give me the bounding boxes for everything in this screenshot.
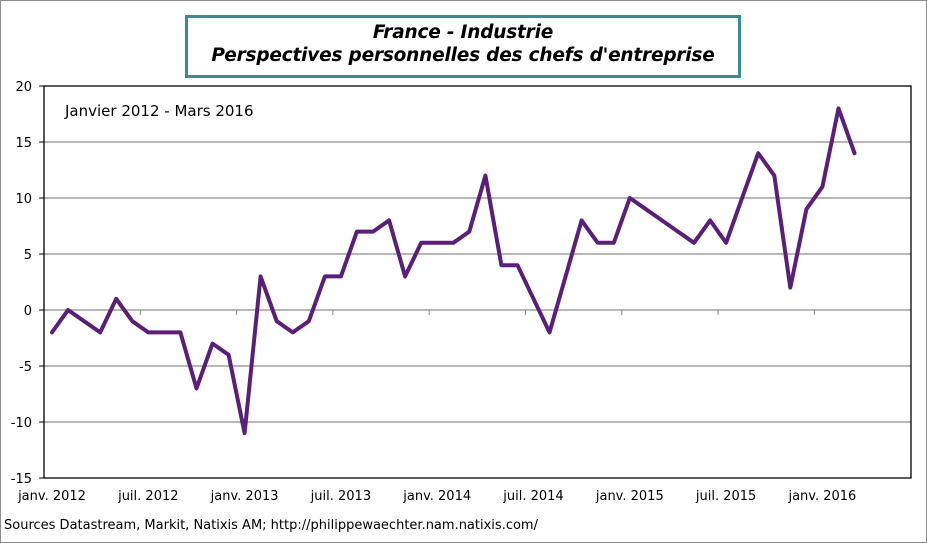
data-point — [740, 196, 744, 200]
data-point — [612, 241, 616, 245]
data-point — [291, 330, 295, 334]
chart-title-box: France - Industrie Perspectives personne… — [185, 15, 741, 78]
x-tick-label: janv. 2015 — [595, 489, 664, 504]
data-point — [788, 286, 792, 290]
x-tick-label: juil. 2015 — [695, 489, 756, 504]
data-point — [532, 297, 535, 301]
data-point — [660, 218, 664, 222]
data-point — [371, 230, 375, 234]
data-point — [178, 330, 182, 334]
x-tick-label: janv. 2013 — [210, 489, 279, 504]
data-point — [756, 151, 760, 155]
data-point — [596, 241, 600, 245]
series-line — [50, 106, 857, 436]
data-point — [435, 241, 439, 245]
data-point — [644, 207, 648, 211]
data-point — [114, 297, 118, 301]
chart-subtitle: Perspectives personnelles des chefs d'en… — [211, 45, 715, 66]
x-tick-label: janv. 2012 — [17, 489, 86, 504]
data-point — [804, 207, 808, 211]
y-tick-label: 15 — [15, 136, 32, 151]
data-point — [98, 330, 102, 334]
data-point — [548, 330, 552, 334]
data-point — [323, 274, 327, 278]
x-tick-label: juil. 2012 — [117, 489, 178, 504]
data-point — [708, 218, 712, 222]
data-point — [82, 319, 86, 323]
data-point — [515, 263, 519, 267]
y-tick-label: -5 — [19, 360, 32, 375]
data-point — [499, 263, 503, 267]
data-point — [772, 174, 776, 178]
data-points — [50, 106, 856, 435]
chart-title: France - Industrie — [372, 22, 554, 43]
data-point — [66, 308, 70, 312]
data-point — [724, 241, 728, 245]
data-point — [243, 431, 247, 435]
period-annotation: Janvier 2012 - Mars 2016 — [64, 102, 254, 120]
data-point — [339, 274, 343, 278]
source-note: Sources Datastream, Markit, Natixis AM; … — [4, 518, 538, 533]
data-point — [387, 218, 391, 222]
y-axis-ticks: 20 15 10 5 0 -5 -10 -15 — [11, 80, 44, 487]
y-tick-label: 20 — [15, 80, 32, 95]
data-point — [483, 174, 487, 178]
y-tick-label: 0 — [24, 304, 32, 319]
data-point — [467, 230, 471, 234]
data-point — [259, 274, 263, 278]
data-point — [211, 342, 214, 346]
data-point — [275, 319, 279, 323]
data-point — [692, 241, 696, 245]
data-point — [307, 319, 311, 323]
data-point — [194, 386, 198, 390]
plot-area — [43, 85, 912, 479]
data-point — [580, 218, 584, 222]
y-tick-label: -15 — [11, 472, 32, 487]
data-point — [146, 330, 150, 334]
x-tick-label: juil. 2014 — [502, 489, 563, 504]
data-point — [564, 274, 568, 278]
y-tick-label: 5 — [24, 248, 32, 263]
data-point — [130, 319, 134, 323]
y-tick-label: -10 — [11, 416, 32, 431]
x-tick-label: janv. 2016 — [787, 489, 856, 504]
data-point — [836, 106, 840, 110]
data-point — [628, 196, 632, 200]
data-point — [820, 185, 824, 189]
data-point — [853, 151, 856, 155]
y-tick-label: 10 — [15, 192, 32, 207]
data-point — [676, 230, 680, 234]
data-point — [419, 241, 423, 245]
data-point — [451, 241, 455, 245]
x-tick-label: juil. 2013 — [310, 489, 371, 504]
x-axis-ticks: janv. 2012 juil. 2012 janv. 2013 juil. 2013… — [17, 310, 856, 504]
data-point — [403, 274, 407, 278]
data-point — [50, 330, 54, 334]
gridlines — [44, 141, 911, 423]
data-point — [355, 230, 359, 234]
x-tick-label: janv. 2014 — [402, 489, 471, 504]
data-point — [162, 330, 166, 334]
data-point — [227, 353, 231, 357]
